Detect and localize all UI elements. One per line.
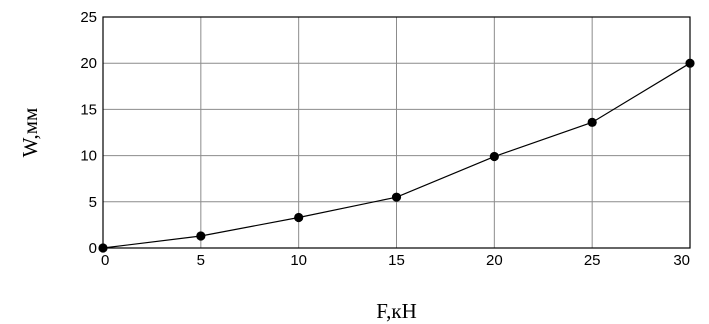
y-axis-label: W,мм: [18, 108, 42, 158]
data-point: [588, 118, 597, 127]
x-tick-label: 5: [197, 252, 205, 269]
y-tick-label: 5: [89, 194, 97, 211]
y-tick-label: 10: [80, 148, 97, 165]
y-tick-label: 15: [80, 101, 97, 118]
grid: [103, 17, 690, 248]
y-tick-label: 20: [80, 55, 97, 72]
y-tick-label: 25: [80, 9, 97, 26]
x-axis-label: F,кН: [376, 299, 417, 323]
x-tick-labels: 0 5 10 15 20 25 30: [101, 252, 690, 269]
y-tick-labels: 0 5 10 15 20 25: [80, 9, 97, 257]
x-tick-label: 30: [673, 252, 690, 269]
data-point: [685, 59, 694, 68]
data-point: [490, 152, 499, 161]
data-point: [294, 213, 303, 222]
x-tick-label: 25: [584, 252, 601, 269]
x-tick-label: 0: [101, 252, 109, 269]
x-tick-label: 10: [290, 252, 307, 269]
data-point: [98, 243, 107, 252]
x-tick-label: 15: [388, 252, 405, 269]
data-point: [392, 193, 401, 202]
data-point: [196, 231, 205, 240]
y-tick-label: 0: [89, 240, 97, 257]
x-tick-label: 20: [486, 252, 503, 269]
